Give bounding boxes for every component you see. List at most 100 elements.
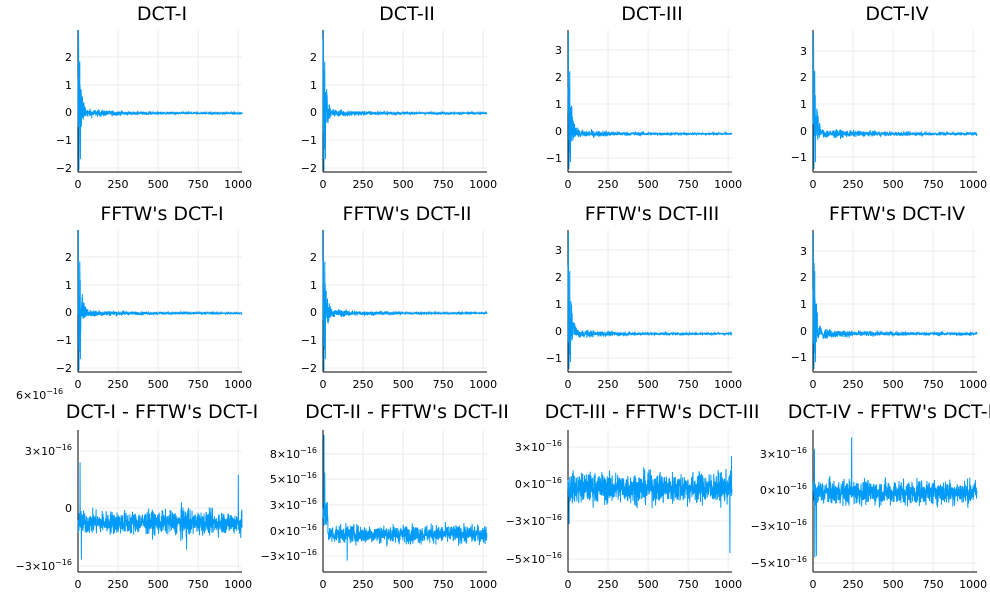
series-line xyxy=(812,232,978,370)
y-tick-label: 3×10−16 xyxy=(25,443,72,458)
y-tick-label: 1 xyxy=(555,298,562,311)
subplot-2: 0 250 500 750 1000 −2 −1 0 1 2 DCT-II xyxy=(301,3,497,191)
subplot-title: DCT-I - FFTW's DCT-I xyxy=(66,401,258,423)
y-tick-label: −3×10−16 xyxy=(16,558,72,573)
x-tick-label: 750 xyxy=(433,378,454,391)
y-tick-label: 0×10−16 xyxy=(760,482,807,497)
x-tick-label: 0 xyxy=(320,178,327,191)
y-tick-label: −2 xyxy=(301,162,317,175)
series-line xyxy=(567,32,733,170)
series-line xyxy=(812,32,978,170)
x-tick-label: 500 xyxy=(148,578,169,591)
x-tick-label: 750 xyxy=(923,378,944,391)
y-tick-label: −1 xyxy=(56,334,72,347)
y-tick-label: −1 xyxy=(56,134,72,147)
x-tick-label: 1000 xyxy=(714,178,742,191)
y-tick-label: −2 xyxy=(56,162,72,175)
x-tick-label: 750 xyxy=(188,578,209,591)
subplot-8: 0 250 500 750 1000 −1 0 1 2 3 FFTW's DCT-IV xyxy=(791,203,987,391)
y-tick-label: 1 xyxy=(555,98,562,111)
y-tick-label: 2 xyxy=(800,71,807,84)
x-tick-label: 1000 xyxy=(959,378,987,391)
x-tick-label: 250 xyxy=(353,378,374,391)
x-tick-label: 250 xyxy=(843,178,864,191)
y-tick-label: 2 xyxy=(310,251,317,264)
y-tick-label: −5×10−16 xyxy=(751,555,807,570)
series-line xyxy=(812,437,978,558)
x-tick-label: 0 xyxy=(565,378,572,391)
y-tick-label: 3 xyxy=(800,245,807,258)
y-tick-label: 2 xyxy=(65,51,72,64)
subplot-5: 0 250 500 750 1000 −2 −1 0 1 2 FFTW's DCT-I xyxy=(56,203,252,391)
subplot-11: 0 250 500 750 1000 −5×10−16 −3×10−16 0×10−16 3×1… xyxy=(506,401,760,591)
x-tick-label: 500 xyxy=(883,178,904,191)
y-tick-label: 8×10−16 xyxy=(270,446,317,461)
x-tick-label: 750 xyxy=(188,178,209,191)
x-tick-label: 0 xyxy=(810,578,817,591)
subplot-title: FFTW's DCT-I xyxy=(100,203,223,225)
series-line xyxy=(567,232,733,370)
subplot-title: FFTW's DCT-II xyxy=(343,203,472,225)
y-tick-label: −3×10−16 xyxy=(261,548,317,563)
series-line xyxy=(77,29,243,171)
x-tick-label: 250 xyxy=(108,378,129,391)
x-tick-label: 250 xyxy=(843,578,864,591)
y-tick-label: 2 xyxy=(555,271,562,284)
x-tick-label: 0 xyxy=(565,178,572,191)
x-tick-label: 500 xyxy=(638,178,659,191)
x-tick-label: 250 xyxy=(353,578,374,591)
subplot-title: DCT-IV xyxy=(865,3,928,25)
subplot-12: 0 250 500 750 1000 −5×10−16 −3×10−16 0×10−16 3×1… xyxy=(751,401,990,591)
x-tick-label: 0 xyxy=(320,578,327,591)
y-tick-label: −1 xyxy=(301,334,317,347)
y-tick-label: 0 xyxy=(800,125,807,138)
x-tick-label: 750 xyxy=(188,378,209,391)
series-line xyxy=(77,229,243,371)
y-tick-label: 0 xyxy=(65,306,72,319)
y-tick-label: −5×10−16 xyxy=(506,551,562,566)
y-tick-label: −3×10−16 xyxy=(506,513,562,528)
y-tick-label: 0 xyxy=(65,106,72,119)
x-tick-label: 500 xyxy=(393,178,414,191)
subplot-title: DCT-II - FFTW's DCT-II xyxy=(305,401,509,423)
x-tick-label: 1000 xyxy=(469,378,497,391)
y-tick-label: 1 xyxy=(800,298,807,311)
x-tick-label: 1000 xyxy=(714,578,742,591)
y-tick-label: −1 xyxy=(301,134,317,147)
subplot-4: 0 250 500 750 1000 −1 0 1 2 3 DCT-IV xyxy=(791,3,987,191)
x-tick-label: 250 xyxy=(108,578,129,591)
y-tick-label: −1 xyxy=(791,351,807,364)
y-tick-label: 0 xyxy=(555,325,562,338)
y-tick-label: 0 xyxy=(310,306,317,319)
subplot-title: DCT-III xyxy=(621,3,682,25)
x-tick-label: 750 xyxy=(923,178,944,191)
subplot-title: DCT-IV - FFTW's DCT-IV xyxy=(788,401,990,423)
subplot-10: 0 250 500 750 1000 −3×10−16 0×10−16 3×10−16 5×10… xyxy=(261,401,509,591)
x-tick-label: 0 xyxy=(75,178,82,191)
subplot-title: FFTW's DCT-IV xyxy=(829,203,965,225)
y-tick-label: 0 xyxy=(800,325,807,338)
y-tick-label: 0 xyxy=(65,502,72,515)
y-tick-label: 0×10−16 xyxy=(270,523,317,538)
subplot-1: 0 250 500 750 1000 −2 −1 0 1 2 DCT-I xyxy=(56,3,252,191)
x-tick-label: 750 xyxy=(433,578,454,591)
y-tick-label: 2 xyxy=(65,251,72,264)
y-tick-label: 1 xyxy=(800,98,807,111)
x-tick-label: 500 xyxy=(638,378,659,391)
x-tick-label: 500 xyxy=(393,378,414,391)
subplot-title: FFTW's DCT-III xyxy=(585,203,720,225)
series-line xyxy=(322,434,488,561)
x-tick-label: 1000 xyxy=(469,578,497,591)
subplot-6: 0 250 500 750 1000 −2 −1 0 1 2 FFTW's DCT-II xyxy=(301,203,497,391)
y-tick-label: −1 xyxy=(546,152,562,165)
x-tick-label: 250 xyxy=(843,378,864,391)
y-tick-label: 1 xyxy=(310,79,317,92)
series-line xyxy=(77,462,243,560)
x-tick-label: 500 xyxy=(148,178,169,191)
series-line xyxy=(322,229,488,371)
y-tick-label: 2 xyxy=(555,71,562,84)
x-tick-label: 1000 xyxy=(224,378,252,391)
y-tick-label: 0 xyxy=(310,106,317,119)
